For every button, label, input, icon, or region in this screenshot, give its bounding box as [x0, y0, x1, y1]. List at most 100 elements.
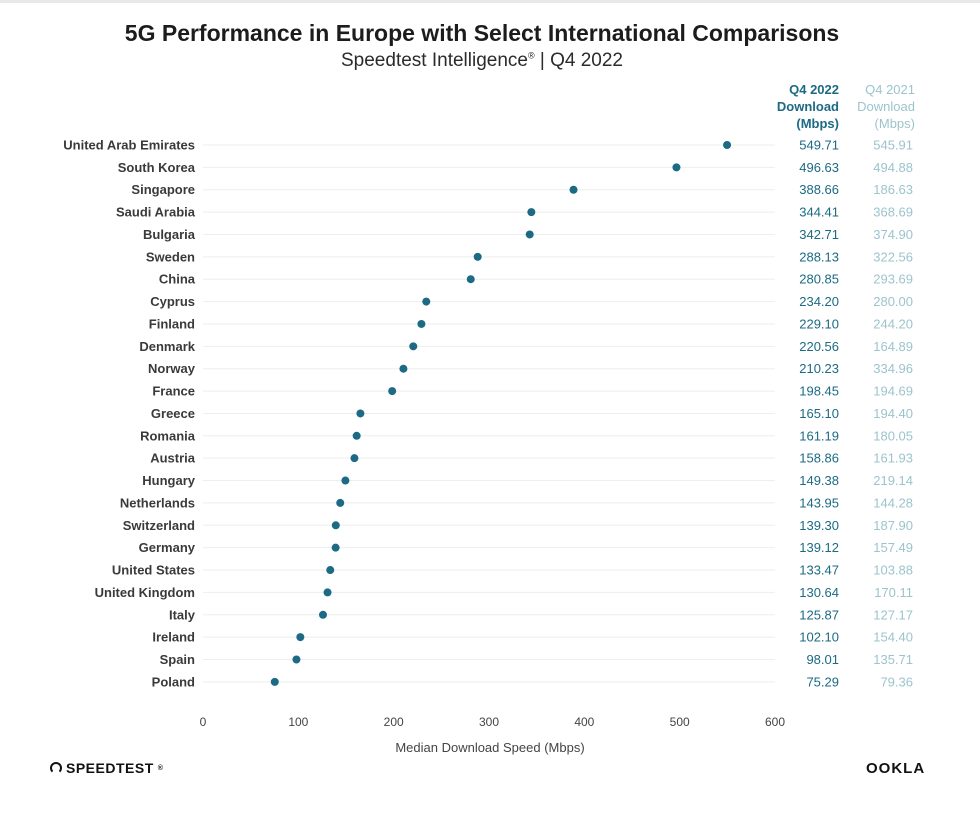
q4-2022-value: 98.01	[806, 652, 839, 667]
x-tick-label: 600	[765, 715, 785, 729]
data-point	[466, 275, 475, 284]
chart-title: 5G Performance in Europe with Select Int…	[124, 20, 840, 46]
country-label: Saudi Arabia	[116, 205, 196, 220]
q4-2022-value: 342.71	[799, 227, 839, 242]
x-tick-label: 200	[384, 715, 404, 729]
country-label: Greece	[151, 406, 195, 421]
q4-2021-value: 219.14	[873, 473, 913, 488]
column-header-q4-2021-line-1: Q4 2021	[865, 82, 915, 97]
data-point	[388, 387, 397, 396]
data-point	[527, 208, 536, 217]
q4-2021-value: 334.96	[873, 361, 913, 376]
data-point	[270, 677, 279, 686]
country-label: Sweden	[146, 249, 195, 264]
q4-2022-value: 496.63	[799, 160, 839, 175]
q4-2021-value: 127.17	[873, 607, 913, 622]
country-label: Netherlands	[120, 495, 195, 510]
q4-2022-value: 344.41	[799, 205, 839, 220]
q4-2021-value: 368.69	[873, 205, 913, 220]
country-label: Bulgaria	[143, 227, 196, 242]
q4-2022-value: 102.10	[799, 630, 839, 645]
q4-2022-value: 234.20	[799, 294, 839, 309]
data-point	[326, 566, 335, 575]
q4-2021-value: 164.89	[873, 339, 913, 354]
column-header-q4-2022-line-3: (Mbps)	[796, 116, 839, 131]
country-label: Germany	[139, 540, 196, 555]
country-label: United Arab Emirates	[63, 138, 195, 153]
data-point	[341, 476, 350, 485]
q4-2021-value: 244.20	[873, 316, 913, 331]
country-label: Norway	[148, 361, 196, 376]
data-point	[473, 252, 482, 261]
data-point	[350, 454, 359, 463]
x-tick-label: 500	[670, 715, 690, 729]
q4-2021-value: 103.88	[873, 563, 913, 578]
x-tick-label: 300	[479, 715, 499, 729]
q4-2021-value: 545.91	[873, 138, 913, 153]
q4-2021-value: 280.00	[873, 294, 913, 309]
data-point	[723, 141, 732, 149]
column-header-q4-2022: Q4 2022 Download (Mbps)	[765, 81, 839, 132]
q4-2022-value: 125.87	[799, 607, 839, 622]
q4-2021-value: 135.71	[873, 652, 913, 667]
registered-mark: ®	[527, 50, 535, 61]
column-header-q4-2021-line-2: Download	[857, 99, 915, 114]
column-header-q4-2021-line-3: (Mbps)	[874, 116, 915, 131]
q4-2021-value: 494.88	[873, 160, 913, 175]
q4-2021-value: 322.56	[873, 249, 913, 264]
data-point	[331, 521, 340, 530]
q4-2022-value: 143.95	[799, 495, 839, 510]
q4-2021-value: 170.11	[874, 585, 913, 600]
data-point	[323, 588, 332, 597]
country-label: Cyprus	[150, 294, 195, 309]
country-label: Romania	[140, 428, 196, 443]
q4-2022-value: 388.66	[799, 182, 839, 197]
data-point	[569, 185, 578, 194]
q4-2021-value: 194.69	[873, 384, 913, 399]
country-label: Switzerland	[123, 518, 195, 533]
ookla-logo: OOKLA	[866, 760, 926, 777]
q4-2022-value: 165.10	[799, 406, 839, 421]
data-point	[296, 633, 305, 642]
q4-2021-value: 186.63	[873, 182, 913, 197]
top-border	[0, 0, 980, 3]
data-point	[292, 655, 301, 664]
column-header-q4-2022-line-2: Download	[776, 99, 839, 114]
country-label: Denmark	[139, 339, 195, 354]
q4-2021-value: 180.05	[873, 428, 913, 443]
country-label: Singapore	[131, 182, 195, 197]
country-label: Spain	[160, 652, 195, 667]
data-point	[318, 610, 327, 619]
x-tick-label: 0	[200, 715, 207, 729]
q4-2022-value: 149.38	[799, 473, 839, 488]
data-point	[352, 431, 361, 440]
country-label: Italy	[169, 607, 196, 622]
q4-2021-value: 79.36	[880, 674, 913, 689]
x-tick-label: 100	[288, 715, 308, 729]
q4-2022-value: 220.56	[799, 339, 839, 354]
data-point	[336, 498, 345, 507]
country-label: United States	[112, 563, 195, 578]
country-label: Ireland	[152, 630, 195, 645]
q4-2021-value: 293.69	[873, 272, 913, 287]
country-label: Austria	[150, 451, 196, 466]
q4-2022-value: 161.19	[799, 428, 839, 443]
data-point	[422, 297, 431, 306]
q4-2022-value: 158.86	[799, 451, 839, 466]
q4-2021-value: 157.49	[873, 540, 913, 555]
q4-2022-value: 288.13	[799, 249, 839, 264]
q4-2022-value: 75.29	[806, 674, 839, 689]
data-point	[417, 319, 426, 328]
country-label: South Korea	[118, 160, 196, 175]
country-label: France	[152, 384, 195, 399]
country-label: China	[159, 272, 196, 287]
country-label: United Kingdom	[95, 585, 195, 600]
q4-2021-value: 154.40	[873, 630, 913, 645]
data-point	[409, 342, 418, 351]
q4-2022-value: 549.71	[799, 138, 839, 153]
q4-2022-value: 139.30	[799, 518, 839, 533]
q4-2022-value: 198.45	[799, 384, 839, 399]
data-point	[672, 163, 681, 172]
speedtest-logo-mark: ®	[157, 764, 164, 772]
